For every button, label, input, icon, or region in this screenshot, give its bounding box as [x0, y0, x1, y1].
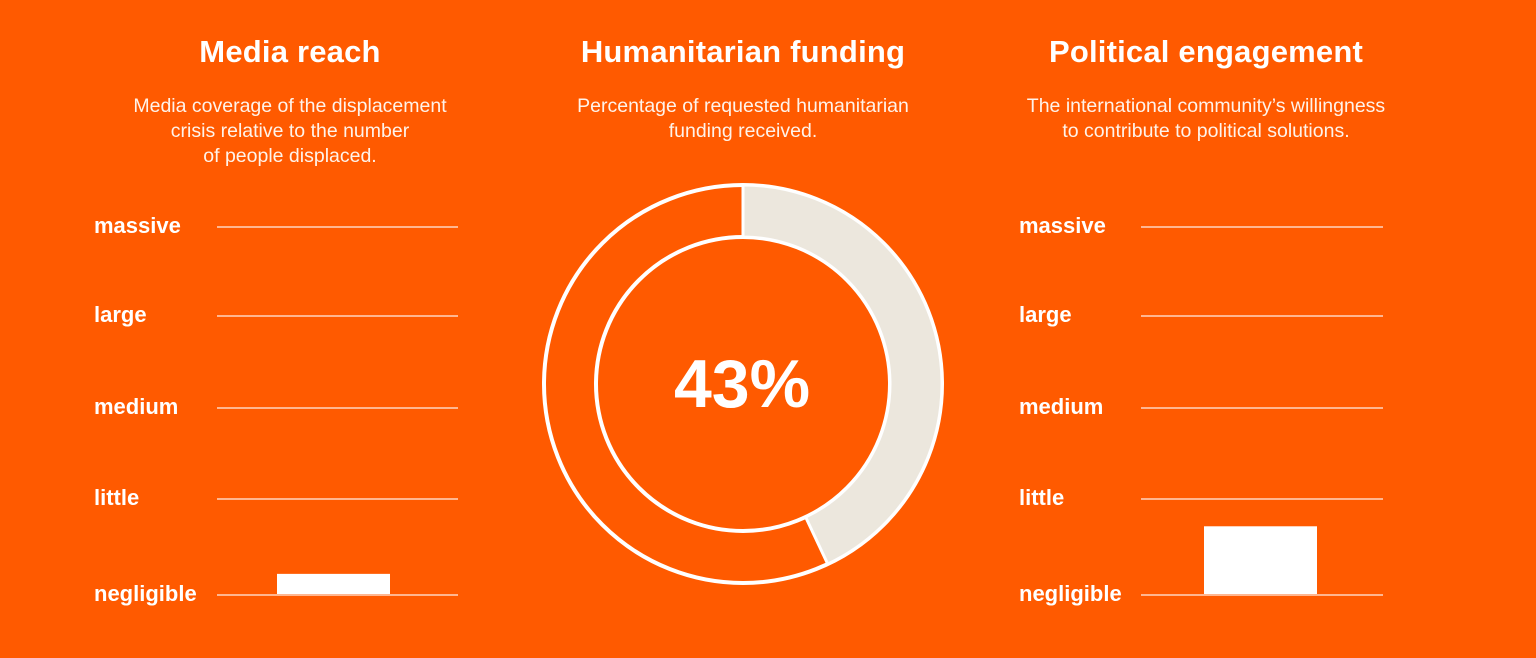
political-desc-line-2: to contribute to political solutions. [1062, 120, 1350, 142]
funding-desc-line-1: Percentage of requested humanitarian [577, 95, 909, 117]
political-engagement-title: Political engagement [1048, 34, 1364, 69]
media-desc-line-1: Media coverage of the displacement [133, 95, 447, 117]
humanitarian-funding-title: Humanitarian funding [580, 34, 906, 69]
humanitarian-funding-donut: 43% [542, 183, 944, 585]
political-level-label-massive: massive [1019, 213, 1106, 238]
media-reach-description: Media coverage of the displacement crisi… [100, 94, 480, 169]
political-level-label-medium: medium [1019, 394, 1103, 419]
media-reach-title: Media reach [199, 34, 381, 69]
media-level-label-massive: massive [94, 213, 181, 238]
media-level-label-medium: medium [94, 394, 178, 419]
media-desc-line-2: crisis relative to the number [170, 120, 410, 142]
media-desc-line-3: of people displaced. [203, 145, 377, 167]
political-value-bar [1204, 526, 1317, 594]
media-value-bar [277, 573, 390, 594]
political-desc-line-1: The international community’s willingnes… [1026, 95, 1386, 117]
media-level-label-negligible: negligible [94, 581, 197, 606]
political-level-label-negligible: negligible [1019, 581, 1122, 606]
donut-funded-segment [741, 183, 944, 567]
funding-desc-line-2: funding received. [668, 120, 818, 142]
media-level-label-large: large [94, 302, 147, 327]
media-level-label-little: little [94, 485, 139, 510]
political-engagement-chart: massive large medium little negligible [1019, 213, 1383, 606]
donut-percent-label: 43% [674, 346, 810, 422]
political-level-label-large: large [1019, 302, 1072, 327]
humanitarian-funding-description: Percentage of requested humanitarian fun… [543, 94, 943, 144]
political-level-label-little: little [1019, 485, 1064, 510]
media-reach-chart: massive large medium little negligible [94, 213, 458, 606]
political-engagement-description: The international community’s willingnes… [986, 94, 1426, 144]
